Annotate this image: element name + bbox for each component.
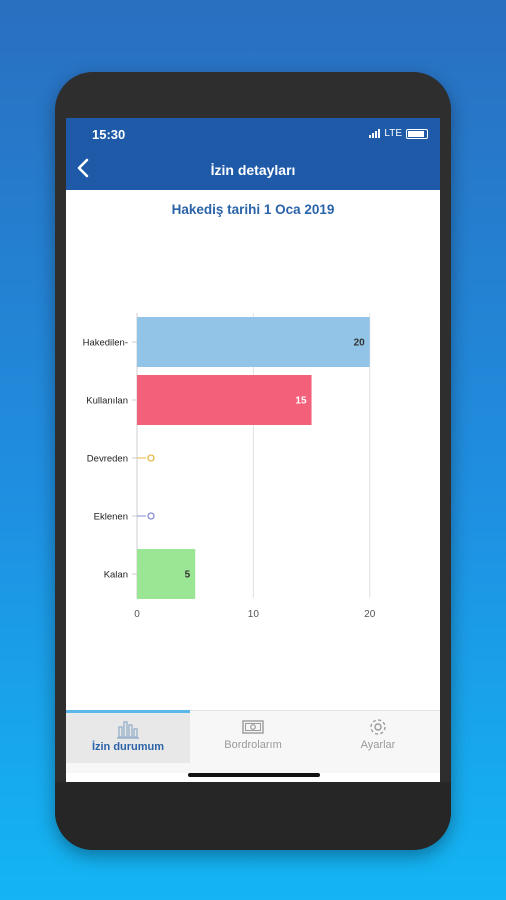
signal-icon [369, 129, 381, 138]
app-header: İzin detayları [66, 152, 440, 190]
home-indicator [188, 773, 320, 777]
banknote-icon [242, 720, 264, 734]
network-label: LTE [384, 128, 402, 139]
bar [137, 375, 312, 425]
gear-icon [370, 719, 386, 735]
zero-value-marker [147, 454, 155, 462]
status-time: 15:30 [92, 127, 126, 142]
x-tick-label: 10 [248, 609, 260, 620]
category-label: Devreden [87, 454, 128, 465]
tab-bordrolarim[interactable]: Bordrolarım [191, 711, 315, 761]
x-tick-label: 0 [134, 609, 140, 620]
accrual-date-subtitle: Hakediş tarihi 1 Oca 2019 [171, 202, 335, 217]
tab-label: İzin durumum [91, 741, 165, 753]
category-label: Hakedilen- [83, 338, 128, 349]
category-label: Eklenen [94, 512, 128, 523]
tab-label: Bordrolarım [224, 739, 282, 751]
page-title: İzin detayları [210, 162, 296, 178]
back-button[interactable] [72, 158, 94, 182]
app-screen: 15:30 LTE İzin detayları Hakediş tarihi … [66, 118, 440, 782]
tab-label: Ayarlar [360, 739, 396, 751]
category-label: Kullanılan [86, 396, 128, 407]
status-bar: 15:30 LTE [66, 118, 440, 152]
bar [137, 549, 196, 599]
status-indicators: LTE [369, 128, 428, 139]
tab-ayarlar[interactable]: Ayarlar [316, 711, 440, 761]
data-label: 15 [295, 396, 307, 407]
bar [137, 317, 370, 367]
leave-bar-chart: 0 10 20 Hakedilen- 20 Kullanılan 15 Devreden Ekl… [83, 313, 376, 620]
chevron-left-icon [77, 158, 89, 178]
tab-izin-durumum[interactable]: İzin durumum [66, 710, 190, 763]
bottom-navigation: İzin durumum Bordrolarım Ayarlar [66, 710, 440, 773]
data-label: 20 [354, 338, 366, 349]
data-label: 5 [185, 570, 191, 581]
category-label: Kalan [104, 570, 128, 581]
zero-value-marker [147, 512, 155, 520]
x-tick-label: 20 [364, 609, 376, 620]
bar-chart-icon [117, 721, 139, 739]
battery-icon [406, 128, 428, 139]
phone-bottom-bezel [55, 782, 451, 850]
